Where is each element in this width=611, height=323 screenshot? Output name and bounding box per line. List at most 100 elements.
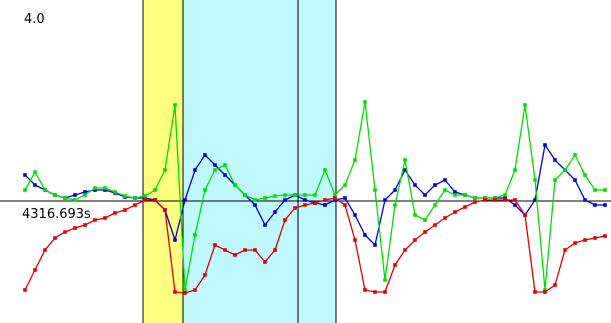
- point: [123, 208, 127, 212]
- point: [213, 243, 217, 247]
- point: [183, 198, 187, 202]
- point: [393, 188, 397, 192]
- point: [293, 193, 297, 197]
- region: [183, 0, 336, 323]
- point: [503, 193, 507, 197]
- point: [183, 288, 187, 292]
- point: [283, 218, 287, 222]
- point: [273, 210, 277, 214]
- point: [173, 103, 177, 107]
- point: [353, 213, 357, 217]
- point: [593, 203, 597, 207]
- point: [423, 218, 427, 222]
- point: [333, 198, 337, 202]
- point: [273, 248, 277, 252]
- point: [303, 198, 307, 202]
- point: [533, 290, 537, 294]
- point: [323, 168, 327, 172]
- point: [143, 198, 147, 202]
- point: [553, 158, 557, 162]
- point: [193, 288, 197, 292]
- point: [273, 194, 277, 198]
- time-label: 4316.693s: [22, 207, 91, 222]
- point: [23, 288, 27, 292]
- point: [243, 248, 247, 252]
- point: [383, 198, 387, 202]
- point: [93, 218, 97, 222]
- point: [583, 238, 587, 242]
- point: [473, 200, 477, 204]
- point: [423, 230, 427, 234]
- region: [143, 0, 183, 323]
- point: [43, 248, 47, 252]
- point: [353, 238, 357, 242]
- point: [573, 241, 577, 245]
- point: [493, 196, 497, 200]
- point: [83, 223, 87, 227]
- point: [63, 230, 67, 234]
- point: [73, 198, 77, 202]
- point: [453, 190, 457, 194]
- point: [283, 198, 287, 202]
- point: [213, 168, 217, 172]
- point: [133, 196, 137, 200]
- y-tick-label: 4.0: [24, 12, 45, 27]
- point: [73, 193, 77, 197]
- point: [133, 203, 137, 207]
- point: [483, 196, 487, 200]
- point: [233, 253, 237, 257]
- point: [253, 248, 257, 252]
- point: [593, 236, 597, 240]
- point: [403, 248, 407, 252]
- point: [373, 290, 377, 294]
- point: [293, 206, 297, 210]
- point: [313, 201, 317, 205]
- point: [233, 183, 237, 187]
- point: [543, 143, 547, 147]
- point: [373, 188, 377, 192]
- point: [553, 178, 557, 182]
- point: [113, 190, 117, 194]
- point: [253, 198, 257, 202]
- point: [413, 183, 417, 187]
- point: [373, 243, 377, 247]
- point: [213, 163, 217, 167]
- point: [473, 196, 477, 200]
- point: [603, 234, 607, 238]
- point: [303, 203, 307, 207]
- point: [63, 196, 67, 200]
- point: [573, 153, 577, 157]
- point: [443, 178, 447, 182]
- point: [143, 196, 147, 200]
- point: [163, 208, 167, 212]
- point: [433, 203, 437, 207]
- point: [323, 203, 327, 207]
- point: [203, 273, 207, 277]
- point: [193, 168, 197, 172]
- point: [43, 188, 47, 192]
- point: [383, 290, 387, 294]
- point: [413, 213, 417, 217]
- point: [573, 178, 577, 182]
- point: [443, 188, 447, 192]
- point: [173, 238, 177, 242]
- point: [103, 216, 107, 220]
- point: [363, 233, 367, 237]
- point: [483, 198, 487, 202]
- point: [33, 170, 37, 174]
- point: [283, 193, 287, 197]
- point: [453, 193, 457, 197]
- point: [143, 194, 147, 198]
- point: [263, 196, 267, 200]
- point: [513, 198, 517, 202]
- point: [23, 188, 27, 192]
- point: [183, 291, 187, 295]
- point: [383, 278, 387, 282]
- point: [563, 168, 567, 172]
- point: [83, 190, 87, 194]
- point: [303, 193, 307, 197]
- point: [263, 223, 267, 227]
- point: [123, 194, 127, 198]
- point: [223, 173, 227, 177]
